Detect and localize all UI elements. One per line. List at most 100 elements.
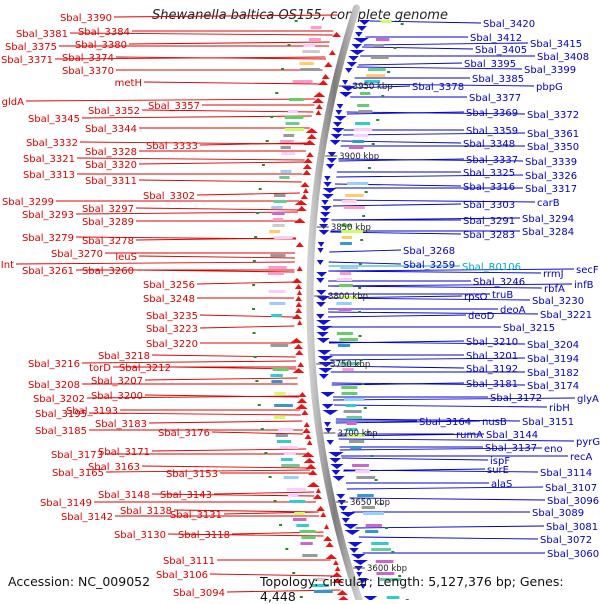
reverse-gene (320, 392, 335, 397)
gc-marker (273, 500, 277, 502)
forward-gene (318, 80, 329, 85)
gene-category-block (302, 50, 320, 53)
gene-label: Sbal_3303 (463, 200, 515, 211)
gc-marker (252, 332, 256, 334)
reverse-gene (339, 92, 353, 97)
forward-gene (312, 494, 323, 499)
gene-label: Sbal_3246 (473, 277, 525, 288)
reverse-gene (323, 182, 332, 187)
gene-category-block (343, 206, 365, 209)
gene-category-block (337, 344, 351, 347)
forward-gene (296, 266, 303, 271)
gene-label: Sbal_3345 (28, 114, 80, 125)
gc-marker (358, 311, 362, 313)
gene-label: Sbal_3283 (463, 230, 515, 241)
forward-gene (296, 206, 307, 211)
gene-label: deoA (500, 305, 526, 316)
forward-gene (298, 392, 307, 397)
gene-category-block (300, 68, 320, 71)
reverse-gene (317, 350, 332, 355)
reverse-gene (344, 530, 360, 535)
gc-marker (359, 359, 363, 361)
gene-label: Sbal_3321 (23, 154, 75, 165)
left-connector (135, 269, 295, 273)
gc-marker (261, 164, 265, 166)
forward-gene (304, 434, 312, 439)
gene-label: Sbal_3344 (85, 124, 137, 135)
gene-category-block (336, 278, 353, 281)
gene-label: Sbal_3173 (51, 450, 103, 461)
reverse-gene (316, 296, 330, 301)
gene-category-block (370, 56, 389, 59)
forward-gene (295, 350, 304, 355)
gene-category-block (341, 224, 353, 227)
reverse-gene (326, 158, 337, 163)
right-connector (358, 536, 539, 540)
gene-label: Sbal_3339 (525, 157, 577, 168)
gene-category-block (376, 572, 395, 575)
gene-category-block (301, 536, 316, 539)
right-connector (332, 203, 462, 207)
forward-gene (301, 410, 309, 415)
gene-category-block (361, 506, 376, 509)
gene-label: Sbal_3118 (178, 530, 230, 541)
left-connector (15, 261, 295, 265)
reverse-gene (342, 80, 349, 85)
left-connector (148, 420, 303, 424)
gene-label: Sbal_3201 (466, 351, 518, 362)
right-connector (336, 174, 524, 178)
gene-category-block (280, 146, 291, 149)
right-connector (334, 404, 548, 408)
gene-category-block (339, 272, 352, 275)
left-connector (128, 41, 330, 45)
gc-marker (376, 119, 380, 121)
forward-gene (315, 488, 321, 493)
reverse-gene (347, 542, 363, 547)
forward-gene (325, 542, 334, 547)
gene-label: Sbal_3137 (485, 443, 537, 454)
gene-category-block (375, 560, 394, 563)
gene-label: Sbal_3144 (486, 430, 538, 441)
gc-marker (362, 215, 366, 217)
reverse-gene (316, 320, 331, 325)
left-connector (86, 395, 300, 399)
gene-label: truB (492, 290, 513, 301)
gene-category-block (281, 458, 293, 461)
gene-category-block (283, 452, 296, 455)
gene-label: pyrG (576, 437, 600, 448)
gene-label: Sbal_3311 (85, 176, 137, 187)
gene-category-block (380, 20, 392, 23)
gene-label: Sbal_3350 (527, 142, 579, 153)
gene-label: gldA (2, 97, 24, 108)
left-labels: Sbal_3390 Sbal_3384 Sbal_3381 Sbal_3380 Sbal… (1, 13, 230, 599)
gene-label: Sbal_R0106 (462, 262, 521, 273)
reverse-gene (334, 116, 347, 121)
forward-gene (295, 242, 304, 247)
reverse-gene (338, 506, 348, 511)
gene-label: Sbal_3165 (52, 468, 104, 479)
gene-category-block (294, 512, 305, 515)
gc-marker (294, 20, 298, 22)
forward-gene (305, 464, 317, 469)
left-connector (81, 360, 297, 364)
gene-label: Sbal_3182 (527, 368, 579, 379)
reverse-gene (327, 152, 337, 157)
gene-label: Sbal_3172 (490, 393, 542, 404)
gene-label: Sbal_3148 (98, 490, 150, 501)
accession-text: Accession: NC_009052 (8, 574, 151, 589)
forward-gene (336, 590, 348, 595)
gene-category-block (273, 416, 286, 419)
gc-marker (361, 383, 365, 385)
reverse-gene (336, 104, 344, 109)
forward-gene (300, 182, 310, 187)
forward-gene (297, 362, 305, 367)
gc-marker (285, 548, 289, 550)
gene-category-block (340, 362, 361, 365)
gene-category-block (303, 44, 316, 47)
reverse-gene (348, 56, 359, 61)
gene-category-block (274, 404, 293, 407)
gene-label: Sbal_3106 (156, 570, 208, 581)
gene-label: Sbal_3096 (547, 496, 599, 507)
right-connector (352, 83, 535, 87)
gene-label: Sbal_3357 (148, 101, 200, 112)
